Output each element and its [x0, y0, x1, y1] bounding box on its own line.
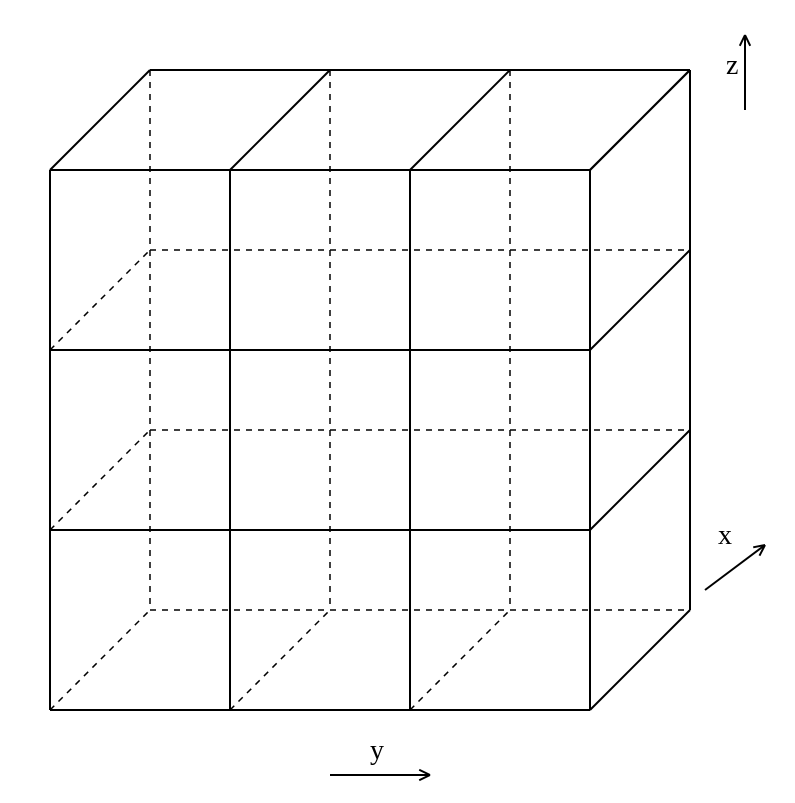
- axis-label-z: z: [726, 50, 738, 82]
- cube-diagram: [0, 0, 795, 803]
- axis-label-y: y: [370, 735, 384, 767]
- axis-label-x: x: [718, 520, 732, 552]
